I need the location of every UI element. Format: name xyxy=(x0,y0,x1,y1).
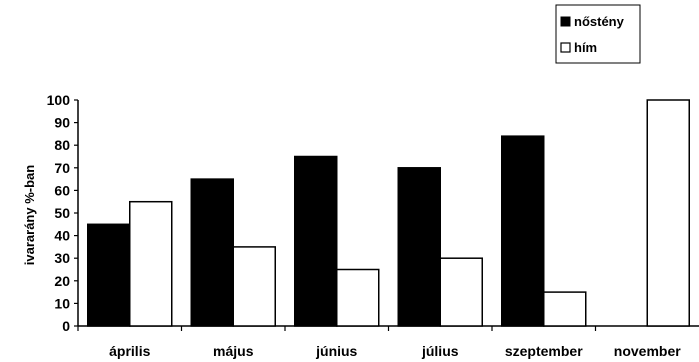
y-tick-label: 10 xyxy=(54,295,70,311)
bar-him-5 xyxy=(646,99,690,327)
legend-frame xyxy=(555,4,641,64)
legend: nőstény hím xyxy=(555,4,641,64)
y-tick-label: 0 xyxy=(62,318,70,334)
y-tick-label: 80 xyxy=(54,137,70,153)
x-tick-label: május xyxy=(213,343,254,359)
y-tick-label: 20 xyxy=(54,273,70,289)
bar-nostény-2 xyxy=(294,155,338,327)
y-tick-label: 30 xyxy=(54,250,70,266)
x-axis-labels: április május június július szeptember novemb… xyxy=(109,343,681,359)
x-tick-label: április xyxy=(109,343,150,359)
bars xyxy=(87,99,690,327)
x-tick-label: november xyxy=(614,343,681,359)
x-tick-label: július xyxy=(421,343,459,359)
y-tick-label: 50 xyxy=(54,205,70,221)
y-tick-label: 90 xyxy=(54,115,70,131)
bar-him-4 xyxy=(543,291,587,327)
x-tick-label: szeptember xyxy=(505,343,583,359)
x-tick-label: június xyxy=(315,343,357,359)
bar-nostény-3 xyxy=(397,167,441,327)
bar-nostény-0 xyxy=(87,223,131,327)
legend-swatch-nostény xyxy=(560,16,571,27)
bar-him-3 xyxy=(439,257,483,327)
legend-label-nostény: nőstény xyxy=(574,14,625,29)
bar-him-0 xyxy=(129,200,173,327)
legend-swatch-him xyxy=(560,42,571,53)
bar-nostény-4 xyxy=(501,135,545,327)
y-tick-label: 70 xyxy=(54,160,70,176)
legend-label-him: hím xyxy=(574,40,597,55)
y-tick-label: 100 xyxy=(47,92,71,108)
y-tick-label: 60 xyxy=(54,182,70,198)
bar-nostény-1 xyxy=(190,178,234,327)
bar-him-1 xyxy=(232,246,276,327)
y-tick-label: 40 xyxy=(54,228,70,244)
bar-him-2 xyxy=(336,268,380,327)
axes: 0 10 20 30 40 50 60 70 80 90 100 xyxy=(47,92,699,334)
y-axis-label: ivararány %-ban xyxy=(22,165,37,265)
